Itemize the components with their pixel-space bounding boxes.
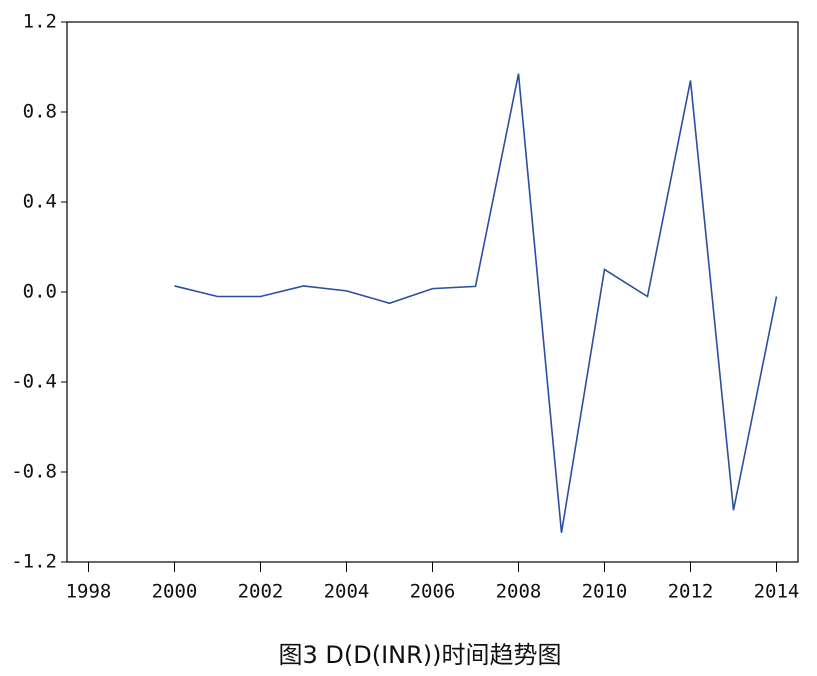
y-tick-label: -0.4 — [11, 371, 57, 393]
chart-title: 图3 D(D(INR))时间趋势图 — [278, 641, 561, 669]
y-tick-label: 1.2 — [23, 11, 57, 33]
x-tick-label: 2012 — [668, 581, 714, 603]
plot-frame — [66, 21, 799, 563]
data-line — [174, 73, 778, 533]
y-tick-label: -0.8 — [11, 461, 57, 483]
x-tick-label: 1998 — [66, 581, 112, 603]
x-tick-label: 2014 — [754, 581, 800, 603]
x-tick-label: 2004 — [324, 581, 370, 603]
x-tick-label: 2002 — [238, 581, 284, 603]
x-tick-label: 2006 — [410, 581, 456, 603]
y-tick-label: -1.2 — [11, 551, 57, 573]
y-tick-label: 0.4 — [23, 191, 57, 213]
x-tick-label: 2008 — [496, 581, 542, 603]
y-tick-label: 0.8 — [23, 101, 57, 123]
x-tick-label: 2010 — [582, 581, 628, 603]
y-tick-label: 0.0 — [23, 281, 57, 303]
x-tick-label: 2000 — [152, 581, 198, 603]
